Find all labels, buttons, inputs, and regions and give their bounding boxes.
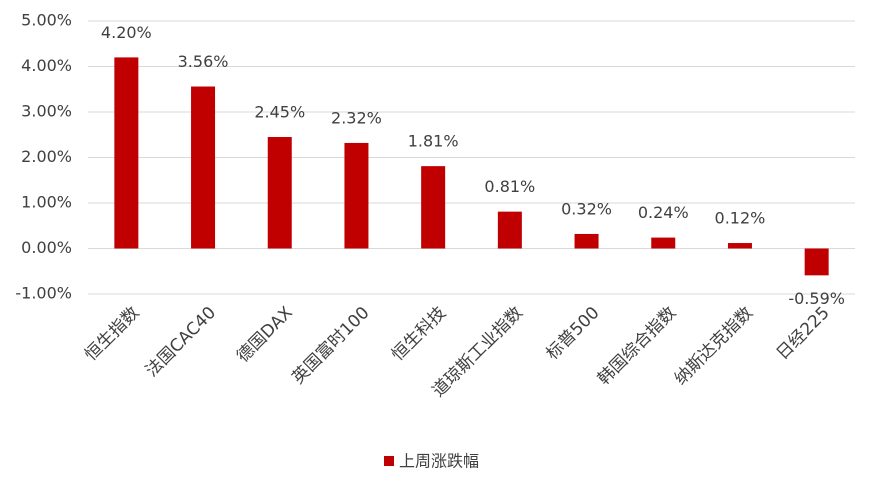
x-tick-label: 恒生指数 — [81, 303, 143, 365]
data-label: 0.32% — [561, 199, 612, 218]
data-label: 2.45% — [254, 103, 305, 122]
y-tick-label: -1.00% — [15, 284, 72, 303]
x-tick-label: 韩国综合指数 — [594, 303, 680, 389]
bar — [651, 237, 676, 249]
data-label: 3.56% — [178, 52, 229, 71]
x-tick-label: 英国富时100 — [288, 303, 373, 388]
bar — [267, 137, 292, 249]
data-label: 0.24% — [638, 203, 689, 222]
x-tick-label: 德国DAX — [233, 303, 297, 367]
data-label: 2.32% — [331, 108, 382, 127]
x-tick-label: 标普500 — [542, 303, 603, 364]
y-tick-label: 3.00% — [21, 102, 72, 121]
y-tick-label: 4.00% — [21, 56, 72, 75]
y-tick-label: 2.00% — [21, 147, 72, 166]
x-tick-label: 恒生科技 — [388, 303, 450, 365]
data-label: 4.20% — [101, 23, 152, 42]
legend-label: 上周涨跌幅 — [399, 452, 479, 471]
y-tick-label: 0.00% — [21, 238, 72, 257]
bar — [421, 166, 446, 249]
bar — [191, 86, 216, 249]
data-label: 0.81% — [484, 177, 535, 196]
bar — [344, 142, 369, 249]
x-tick-label: 纳斯达克指数 — [671, 303, 757, 389]
y-tick-label: 5.00% — [21, 11, 72, 30]
legend-swatch — [384, 456, 394, 466]
bar — [804, 248, 829, 276]
bar — [114, 57, 139, 249]
data-label: -0.59% — [788, 289, 845, 308]
data-label: 1.81% — [408, 132, 459, 151]
x-tick-label: 日经225 — [773, 303, 834, 364]
x-tick-label: 法国CAC40 — [142, 303, 220, 381]
y-tick-label: 1.00% — [21, 193, 72, 212]
bar — [574, 233, 599, 249]
bar — [727, 243, 752, 249]
data-label: 0.12% — [715, 209, 766, 228]
bar — [497, 211, 522, 249]
